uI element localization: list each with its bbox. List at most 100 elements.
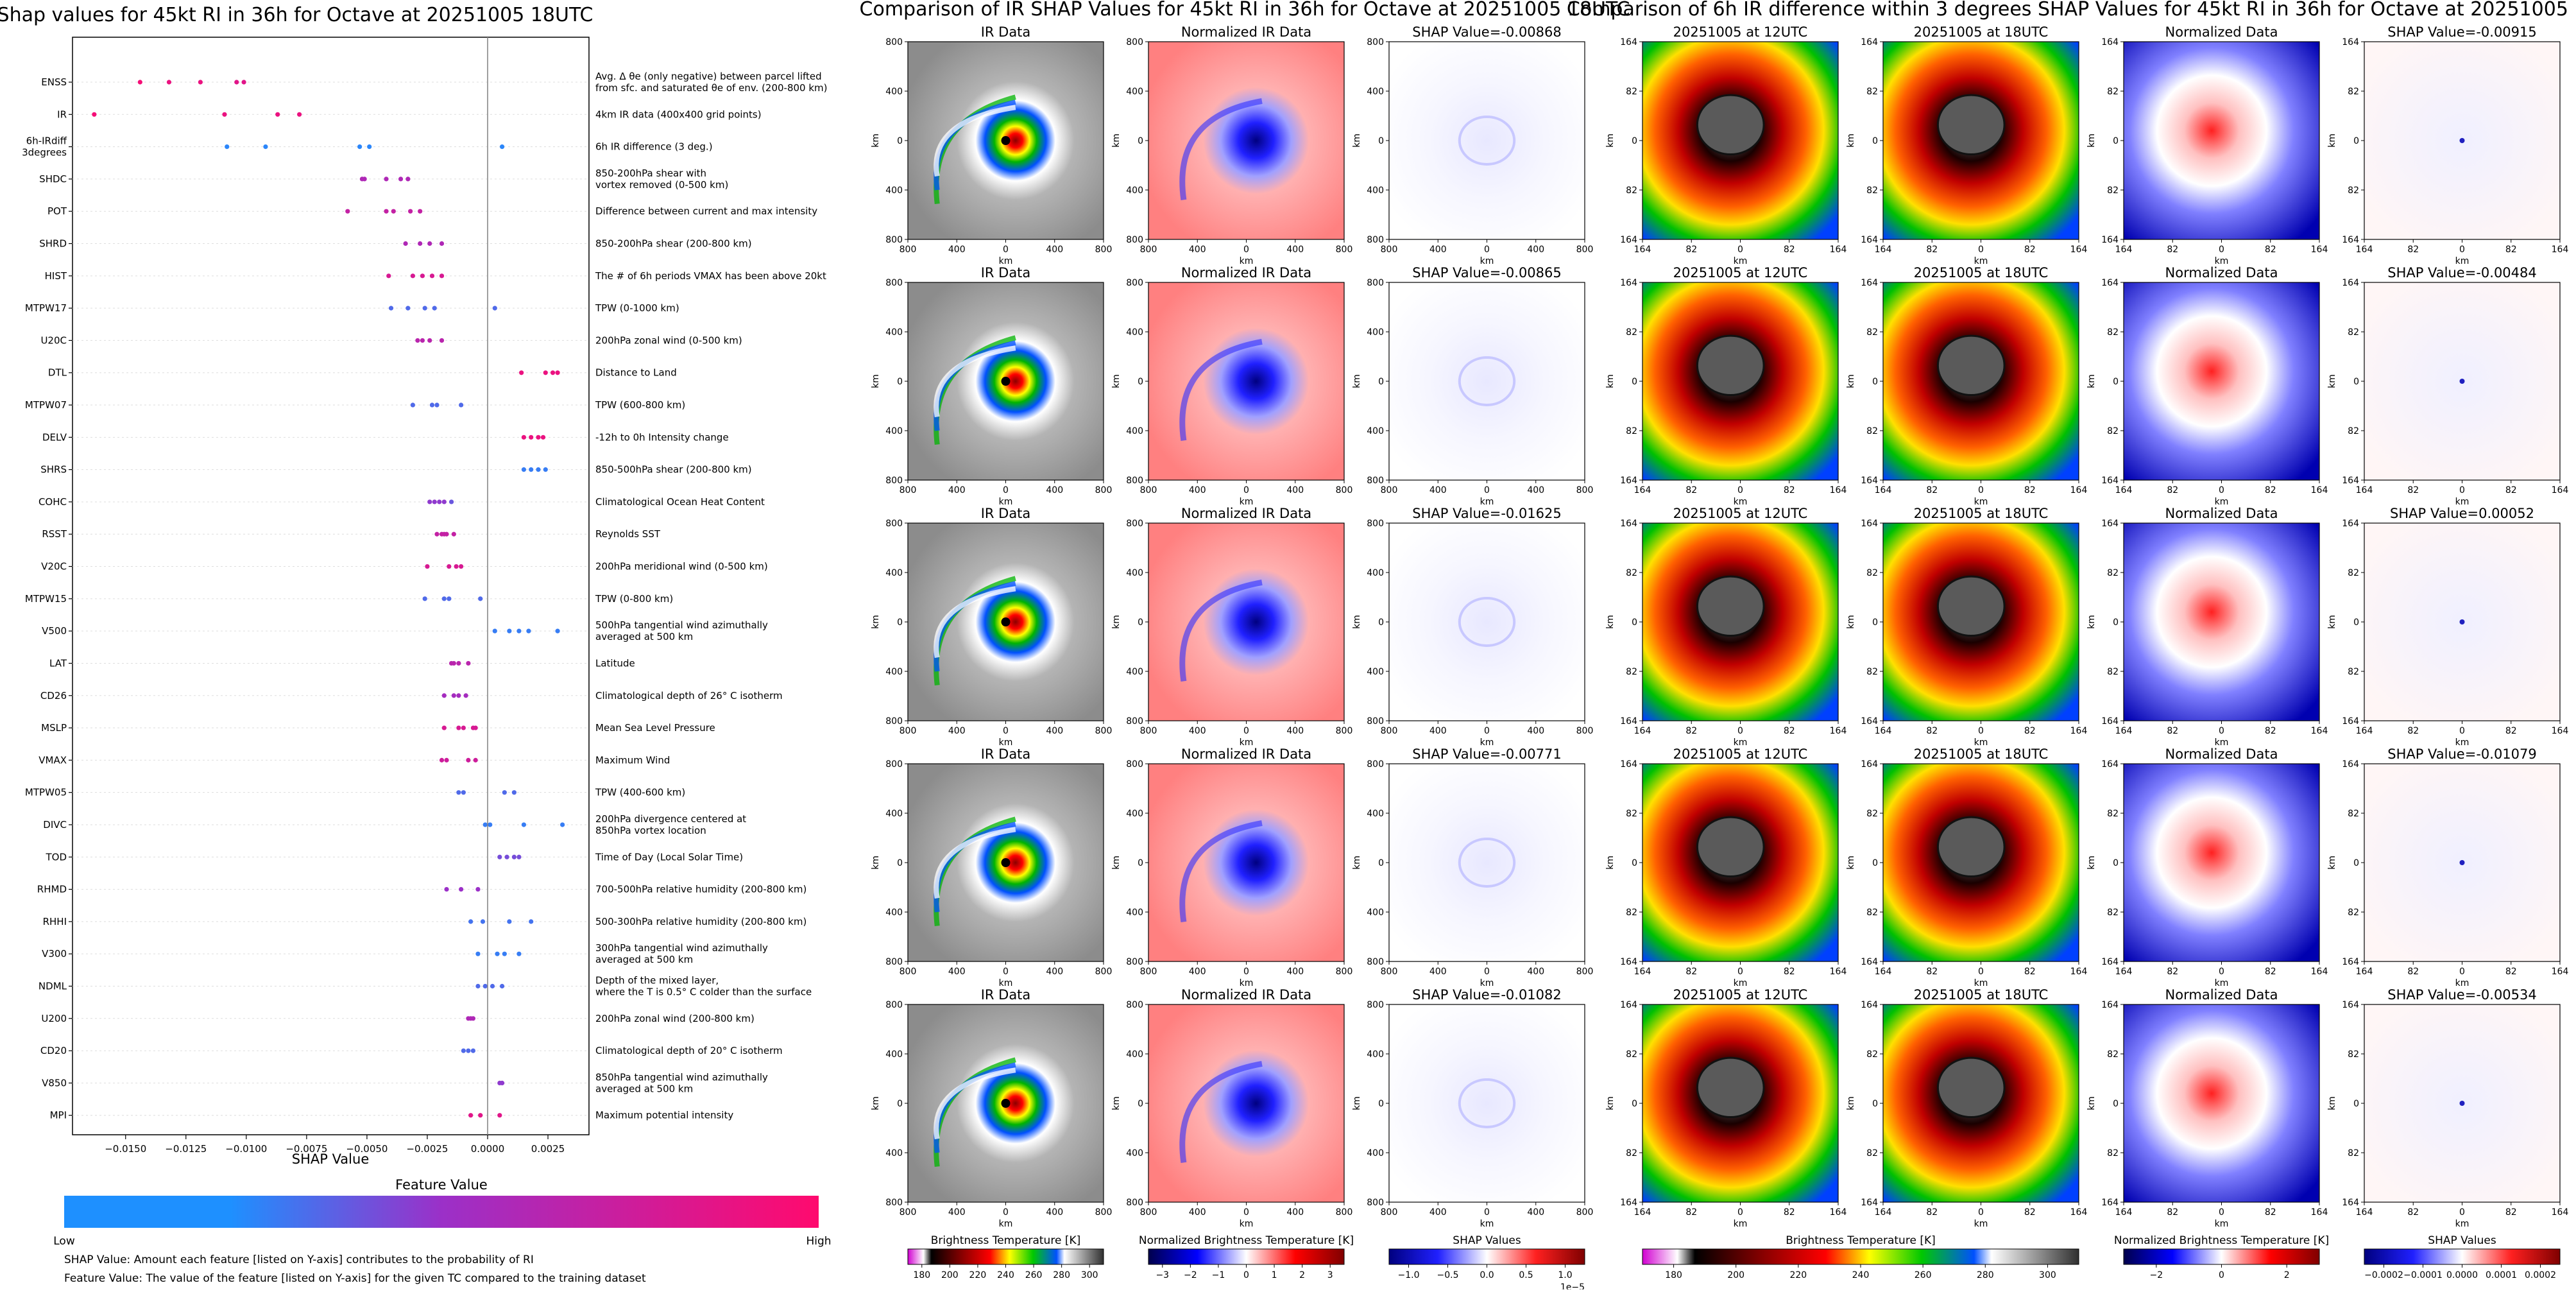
shap-point [405, 306, 411, 311]
colorbar-tick-label: 0 [1243, 1270, 1249, 1280]
shap-point [418, 241, 423, 246]
shap-point [415, 338, 420, 343]
feature-name-label: ENSS [41, 76, 67, 88]
xaxis-label: km [1734, 256, 1748, 266]
feature-name-label: V20C [41, 561, 67, 573]
xtick-label: 800 [1140, 967, 1157, 977]
ytick-label: 800 [1367, 759, 1384, 770]
panel-title: Normalized Data [2165, 265, 2278, 280]
feature-description: Difference between current and max inten… [595, 205, 817, 217]
ytick-label: 800 [1126, 1198, 1143, 1208]
panel-title: IR Data [981, 24, 1031, 40]
shap-point [540, 435, 546, 440]
shap-plot-title: Shap values for 45kt RI in 36h for Octav… [0, 4, 593, 26]
yaxis-label: km [1352, 1096, 1362, 1110]
ytick-label: 164 [1861, 235, 1878, 245]
shap-point [420, 338, 425, 343]
xtick-label: 82 [2024, 485, 2036, 495]
xtick-label: 400 [1527, 1207, 1544, 1218]
panel-title: 20251005 at 12UTC [1673, 746, 1808, 762]
shap-point [466, 1048, 471, 1053]
feature-name-label: SHRS [40, 464, 67, 476]
shap-point [405, 177, 411, 182]
xtick-label: 164 [2070, 485, 2088, 495]
xtick-label: 164 [2311, 726, 2328, 736]
xtick-label: 0.0025 [531, 1143, 565, 1155]
xtick-label: 82 [1784, 485, 1795, 495]
xtick-label: 82 [2265, 1207, 2276, 1218]
ytick-label: 82 [2107, 1148, 2119, 1158]
xtick-label: 400 [1046, 967, 1063, 977]
diff-image-grid: 20251005 at 12UTC 164 164 82 82 0 0 82 82 164 164 k… [1605, 24, 2568, 1229]
feature-description: 850-200hPa shear (200-800 km) [595, 238, 752, 250]
xtick-label: 0 [2219, 1207, 2224, 1218]
feature-description: 300hPa tangential wind azimuthally averag… [595, 942, 768, 965]
panel-title: SHAP Value=-0.00915 [2387, 24, 2537, 40]
colorbar-tick-label: 260 [1915, 1270, 1932, 1280]
xaxis-label: km [1480, 497, 1494, 507]
ir-section-title: Comparison of IR SHAP Values for 45kt RI… [860, 0, 1630, 21]
panel-title: 20251005 at 12UTC [1673, 24, 1808, 40]
xtick-label: 82 [2024, 1207, 2036, 1218]
xtick-label: 400 [1286, 1207, 1304, 1218]
ir-image-grid: IR Data 800 800 400 400 0 0 400 400 800 800 km km Nor… [871, 24, 1593, 1229]
ytick-label: 0 [897, 136, 903, 146]
panel-title: Normalized Data [2165, 746, 2278, 762]
colorbar-tick-label: −1 [1212, 1270, 1225, 1280]
xtick-label: 164 [2115, 967, 2133, 977]
xtick-label: 164 [1830, 967, 1847, 977]
shap-point [410, 273, 415, 279]
panel-title: Normalized Data [2165, 987, 2278, 1003]
ytick-label: 800 [885, 476, 903, 486]
xtick-label: 82 [2407, 726, 2419, 736]
panel-title: Normalized IR Data [1181, 746, 1311, 762]
feature-name-label: DELV [42, 431, 67, 443]
xtick-label: 800 [1381, 485, 1398, 495]
xtick-label: 0 [2459, 485, 2465, 495]
panel-title: Normalized Data [2165, 506, 2278, 521]
xtick-label: 0 [1737, 485, 1743, 495]
ytick-label: 800 [1367, 519, 1384, 529]
ytick-label: 164 [1620, 476, 1637, 486]
feature-name-label: MSLP [41, 722, 67, 734]
xtick-label: 164 [1875, 1207, 1892, 1218]
shap-point [459, 564, 464, 569]
ytick-label: 82 [2348, 1148, 2359, 1158]
xtick-label: 400 [1527, 967, 1544, 977]
xaxis-label: km [1240, 978, 1254, 988]
colorbar-tick-label: 300 [1081, 1270, 1098, 1280]
ytick-label: 82 [1866, 87, 1878, 97]
shap-point [529, 467, 534, 472]
xtick-label: 82 [1784, 967, 1795, 977]
ytick-label: 164 [2101, 1000, 2119, 1010]
ytick-label: 0 [1872, 617, 1878, 628]
feature-description: 4km IR data (400x400 grid points) [595, 108, 762, 120]
ytick-label: 800 [1367, 716, 1384, 727]
xtick-label: 0 [2459, 967, 2465, 977]
ytick-label: 82 [1626, 426, 1637, 436]
shap-point [482, 983, 488, 989]
colorbar-tick-label: 240 [997, 1270, 1014, 1280]
feature-description: Latitude [595, 657, 635, 669]
ytick-label: 82 [1866, 1148, 1878, 1158]
xtick-label: 400 [1046, 485, 1063, 495]
ytick-label: 0 [1138, 617, 1143, 628]
colorbar-tick-label: −0.0002 [2364, 1270, 2403, 1280]
colorbar [907, 1248, 1104, 1265]
xtick-label: 82 [2024, 245, 2036, 255]
ytick-label: 0 [2113, 377, 2119, 387]
xtick-label: 164 [2070, 1207, 2088, 1218]
xtick-label: 800 [1576, 1207, 1594, 1218]
shap-point [456, 725, 461, 730]
colorbar-tick-label: 280 [1977, 1270, 1994, 1280]
ytick-label: 400 [885, 87, 903, 97]
xtick-label: 82 [1926, 485, 1938, 495]
image-panel: SHAP Value=-0.00771800800400400004004008… [1352, 746, 1593, 988]
panel-title: SHAP Value=-0.00868 [1412, 24, 1562, 40]
shap-point [454, 564, 459, 569]
xtick-label: 0 [2219, 726, 2224, 736]
shap-point [427, 499, 432, 504]
shap-point [398, 177, 404, 182]
ytick-label: 0 [2353, 136, 2359, 146]
xtick-label: 800 [1336, 485, 1353, 495]
